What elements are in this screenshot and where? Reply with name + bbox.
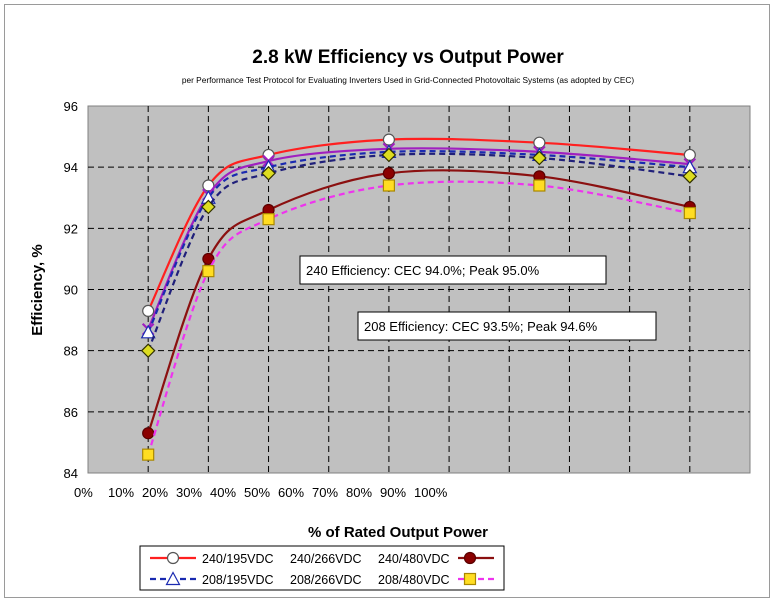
x-tick-label: 60% (278, 485, 304, 500)
series-208-480vdc (142, 179, 696, 461)
data-point (142, 448, 155, 461)
series-line (147, 152, 690, 352)
annotation-208: 208 Efficiency: CEC 93.5%; Peak 94.6% (357, 311, 657, 341)
y-tick-label: 88 (64, 344, 78, 359)
series-208-266vdc (140, 147, 698, 359)
data-point (140, 324, 156, 339)
annotation-240: 240 Efficiency: CEC 94.0%; Peak 95.0% (299, 255, 607, 285)
x-tick-label: 10% (108, 485, 134, 500)
data-point (142, 427, 155, 440)
data-point (532, 150, 547, 166)
x-tick-label: 90% (380, 485, 406, 500)
x-axis-label: % of Rated Output Power (308, 524, 488, 541)
data-point (201, 199, 216, 215)
y-tick-label: 90 (64, 283, 78, 298)
x-tick-label: 100% (414, 485, 448, 500)
legend-label: 240/195VDC (202, 552, 274, 566)
data-point (261, 165, 276, 181)
y-tick-label: 96 (64, 99, 78, 114)
data-point (382, 179, 396, 192)
x-tick-label: 0% (74, 485, 93, 500)
x-axis-ticks: 0% 10% 20% 30% 40% 50% 60% 70% 80% 90% 100% (74, 485, 448, 500)
y-axis-label: Efficiency, % (29, 244, 46, 335)
legend-item: 240/266VDC (290, 552, 362, 566)
x-tick-label: 80% (346, 485, 372, 500)
series-line (147, 180, 691, 455)
series-line (147, 150, 690, 333)
annotation-240-text: 240 Efficiency: CEC 94.0%; Peak 95.0% (306, 263, 540, 278)
series-line (147, 147, 690, 330)
series-line (147, 137, 690, 312)
data-point (262, 148, 275, 162)
legend-label: 208/480VDC (378, 573, 450, 587)
legend-item: 240/195VDC (150, 551, 274, 566)
x-tick-label: 20% (142, 485, 168, 500)
legend-item: 240/480VDC (378, 551, 494, 566)
x-tick-label: 70% (312, 485, 338, 500)
y-tick-label: 94 (64, 160, 78, 175)
legend-label: 208/266VDC (290, 573, 362, 587)
x-tick-label: 40% (210, 485, 236, 500)
data-point (682, 168, 698, 184)
legend-label: 240/480VDC (378, 552, 450, 566)
y-axis-ticks: 84 86 88 90 92 94 96 (64, 99, 78, 481)
series-layer (140, 133, 698, 461)
legend-item: 208/266VDC (290, 573, 362, 587)
legend: 240/195VDC 240/266VDC 240/480VDC 208/195VDC… (139, 545, 505, 591)
chart-title: 2.8 kW Efficiency vs Output Power (252, 47, 564, 68)
data-point (381, 147, 397, 163)
y-tick-label: 84 (64, 466, 78, 481)
data-point (202, 252, 215, 266)
data-point (142, 304, 155, 318)
series-line (147, 169, 691, 434)
legend-item: 208/480VDC (378, 572, 494, 587)
data-point (202, 265, 215, 278)
data-point (533, 179, 546, 192)
y-tick-label: 92 (64, 221, 78, 236)
chart-frame (4, 4, 770, 598)
data-point (140, 343, 156, 359)
legend-box (139, 545, 505, 591)
chart-subtitle: per Performance Test Protocol for Evalua… (182, 75, 634, 85)
x-tick-label: 30% (176, 485, 202, 500)
legend-item: 208/195VDC (150, 571, 274, 587)
annotation-208-text: 208 Efficiency: CEC 93.5%; Peak 94.6% (364, 319, 598, 334)
x-tick-label: 50% (244, 485, 270, 500)
legend-label: 208/195VDC (202, 573, 274, 587)
data-point (382, 167, 396, 180)
data-point (683, 206, 696, 220)
y-tick-label: 86 (64, 405, 78, 420)
data-point (262, 213, 275, 226)
legend-label: 240/266VDC (290, 552, 362, 566)
